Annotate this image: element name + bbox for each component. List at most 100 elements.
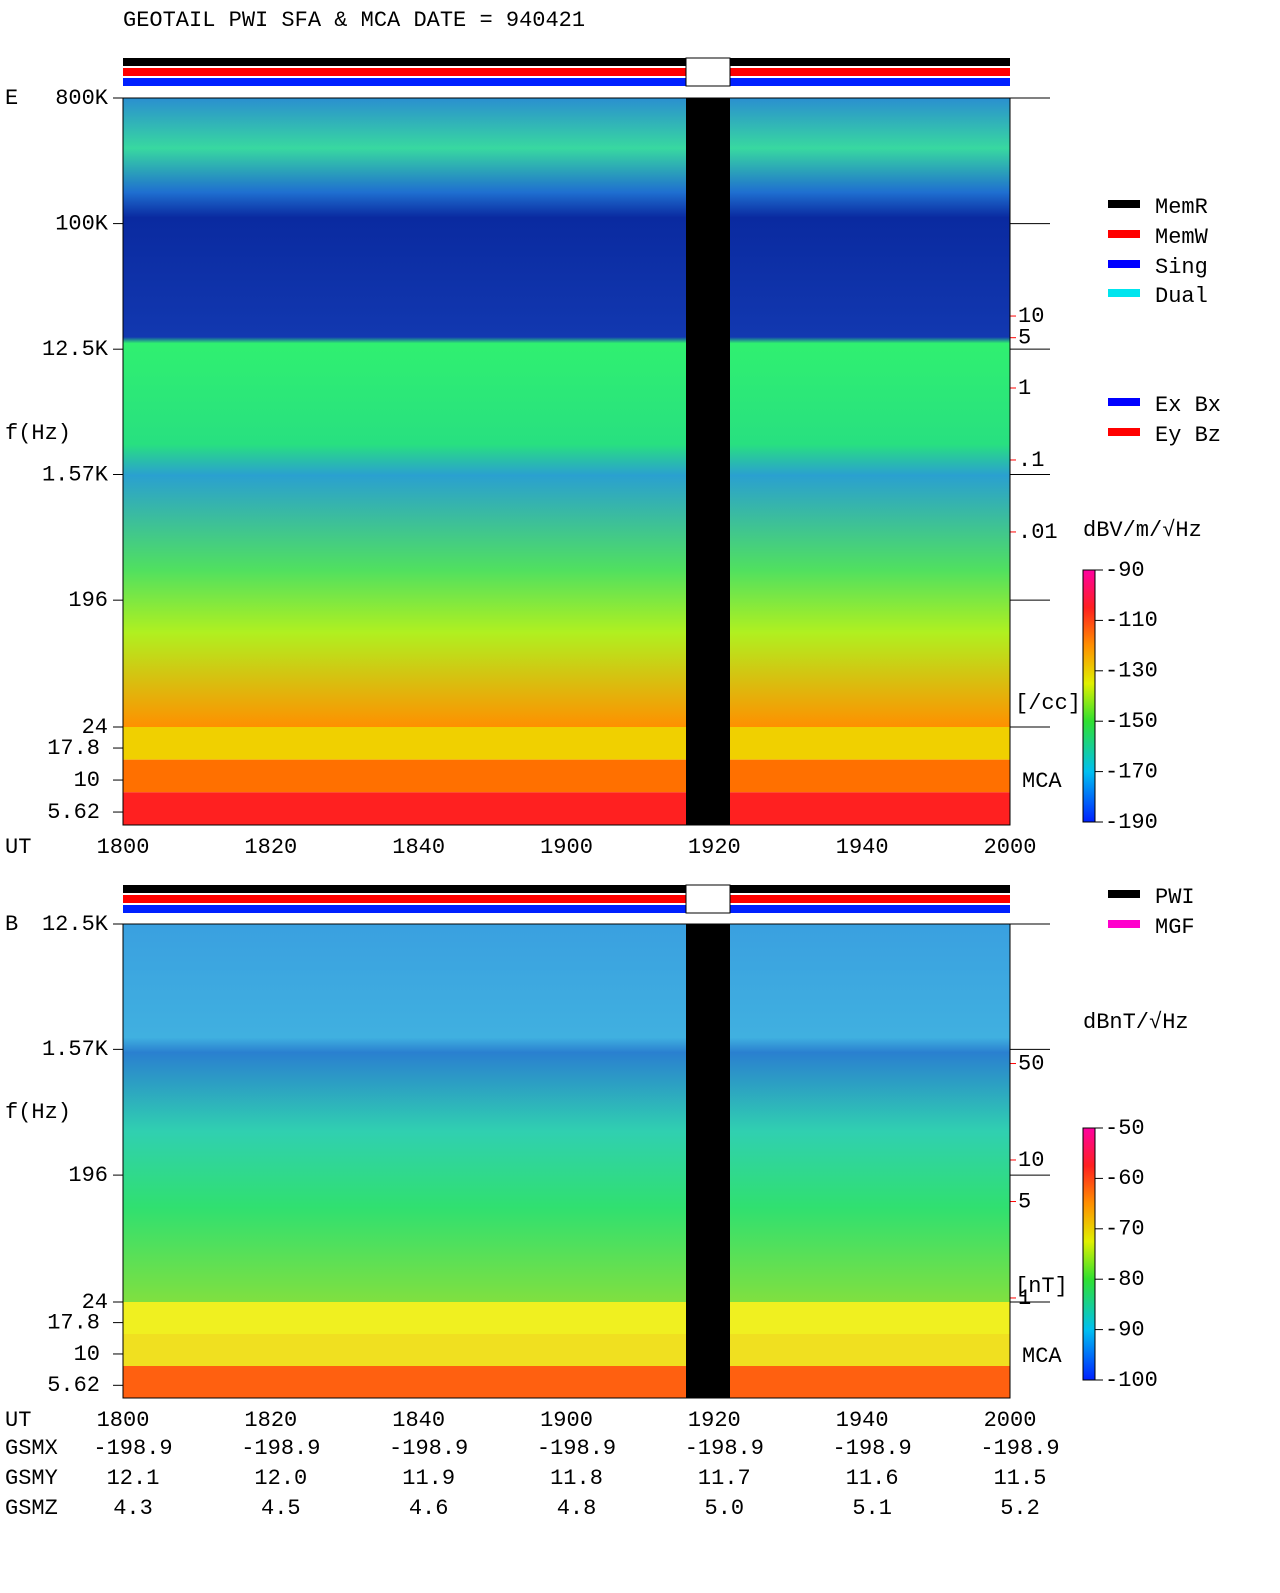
orbit-value: -198.9 (685, 1436, 764, 1461)
legend-label: Ey Bz (1155, 423, 1221, 448)
x-tick-label: 2000 (984, 835, 1037, 860)
orbit-value: -198.9 (537, 1436, 616, 1461)
legend-swatch (1108, 230, 1140, 238)
colorbar-tick-label: -50 (1105, 1116, 1145, 1141)
y-axis-label: f(Hz) (5, 1100, 71, 1125)
plot-frame (122, 923, 1011, 1399)
x-axis-label: UT (5, 835, 31, 860)
x-tick-label: 1820 (244, 1408, 297, 1433)
orbit-value: 11.9 (402, 1466, 455, 1491)
colorbar-label: dBnT/√Hz (1083, 1010, 1189, 1035)
y-tick-label: 24 (82, 1290, 108, 1315)
colorbar-tick-label: -60 (1105, 1166, 1145, 1191)
legend-label: MemW (1155, 225, 1209, 250)
colorbar-tick-label: -130 (1105, 659, 1158, 684)
x-tick-label: 1920 (688, 835, 741, 860)
orbit-value: 4.5 (261, 1496, 301, 1521)
colorbar-tick-label: -90 (1105, 1317, 1145, 1342)
status-bar (123, 895, 1010, 903)
orbit-value: 4.3 (113, 1496, 153, 1521)
orbit-value: -198.9 (833, 1436, 912, 1461)
x-tick-label: 1940 (836, 1408, 889, 1433)
y2-tick-label: .01 (1018, 520, 1058, 545)
spectrogram-mca (123, 1334, 1010, 1366)
x-tick-label: 1940 (836, 835, 889, 860)
spectrogram-mca (123, 1366, 1010, 1398)
orbit-value: 11.7 (698, 1466, 751, 1491)
colorbar-tick-label: -70 (1105, 1217, 1145, 1242)
spectrogram-sfa (123, 924, 1010, 1302)
legend-label: Ex Bx (1155, 393, 1221, 418)
y2-tick-label: 10 (1018, 304, 1044, 329)
data-gap (686, 924, 730, 1398)
mca-tick-label: 17.8 (47, 1310, 100, 1335)
legend-label: MGF (1155, 915, 1195, 940)
panel-label: E (5, 86, 18, 111)
colorbar-label: dBV/m/√Hz (1083, 518, 1202, 543)
legend-label: Sing (1155, 255, 1208, 280)
orbit-value: -198.9 (389, 1436, 468, 1461)
colorbar-tick-label: -150 (1105, 709, 1158, 734)
spectrogram-mca (123, 759, 1010, 793)
orbit-value: -198.9 (93, 1436, 172, 1461)
status-bar (123, 58, 1010, 66)
x-tick-label: 1840 (392, 1408, 445, 1433)
orbit-row-label: GSMX (5, 1436, 58, 1461)
orbit-value: 11.8 (550, 1466, 603, 1491)
colorbar-tick-label: -170 (1105, 759, 1158, 784)
legend-swatch (1108, 260, 1140, 268)
y2-tick-label: 1 (1018, 376, 1031, 401)
status-bar (123, 68, 1010, 76)
legend-swatch (1108, 289, 1140, 297)
orbit-value: 4.6 (409, 1496, 449, 1521)
mca-label: MCA (1022, 1344, 1062, 1369)
orbit-row-label: GSMZ (5, 1496, 58, 1521)
y-tick-label: 12.5K (42, 912, 109, 937)
colorbar-tick-label: -80 (1105, 1267, 1145, 1292)
plot-frame (122, 97, 1011, 826)
x-tick-label: 2000 (984, 1408, 1037, 1433)
y2-tick-label: 5 (1018, 326, 1031, 351)
orbit-row-label: GSMY (5, 1466, 58, 1491)
status-bar (123, 905, 1010, 913)
y-tick-label: 196 (68, 1163, 108, 1188)
legend-label: Dual (1155, 284, 1208, 309)
mca-tick-label: 5.62 (47, 800, 100, 825)
legend-swatch (1108, 920, 1140, 928)
status-bar (123, 885, 1010, 893)
x-tick-label: 1900 (540, 1408, 593, 1433)
y-tick-label: 12.5K (42, 337, 109, 362)
status-bar (123, 78, 1010, 86)
colorbar-tick-label: -90 (1105, 558, 1145, 583)
y2-axis-label: [/cc] (1015, 691, 1081, 716)
y2-tick-label: 10 (1018, 1148, 1044, 1173)
y-tick-label: 100K (55, 211, 109, 236)
orbit-value: -198.9 (980, 1436, 1059, 1461)
mca-tick-label: 10 (74, 768, 100, 793)
legend-label: MemR (1155, 195, 1208, 220)
x-tick-label: 1900 (540, 835, 593, 860)
x-tick-label: 1800 (97, 835, 150, 860)
y2-axis-label: [nT] (1015, 1274, 1068, 1299)
y2-tick-label: 5 (1018, 1189, 1031, 1214)
legend-swatch (1108, 200, 1140, 208)
mca-tick-label: 17.8 (47, 736, 100, 761)
orbit-value: 11.6 (846, 1466, 899, 1491)
x-tick-label: 1820 (244, 835, 297, 860)
orbit-value: 5.1 (852, 1496, 892, 1521)
chart-title: GEOTAIL PWI SFA & MCA DATE = 940421 (123, 8, 585, 33)
x-tick-label: 1920 (688, 1408, 741, 1433)
colorbar-tick-label: -110 (1105, 608, 1158, 633)
x-axis-label: UT (5, 1408, 31, 1433)
y-tick-label: 24 (82, 715, 108, 740)
colorbar (1082, 1127, 1096, 1381)
colorbar (1082, 569, 1096, 823)
panel-label: B (5, 912, 18, 937)
y-axis-label: f(Hz) (5, 421, 71, 446)
mca-tick-label: 5.62 (47, 1373, 100, 1398)
orbit-value: 5.0 (705, 1496, 745, 1521)
orbit-value: 11.5 (994, 1466, 1047, 1491)
y-tick-label: 800K (55, 86, 109, 111)
x-tick-label: 1800 (97, 1408, 150, 1433)
spectrogram-mca (123, 727, 1010, 760)
